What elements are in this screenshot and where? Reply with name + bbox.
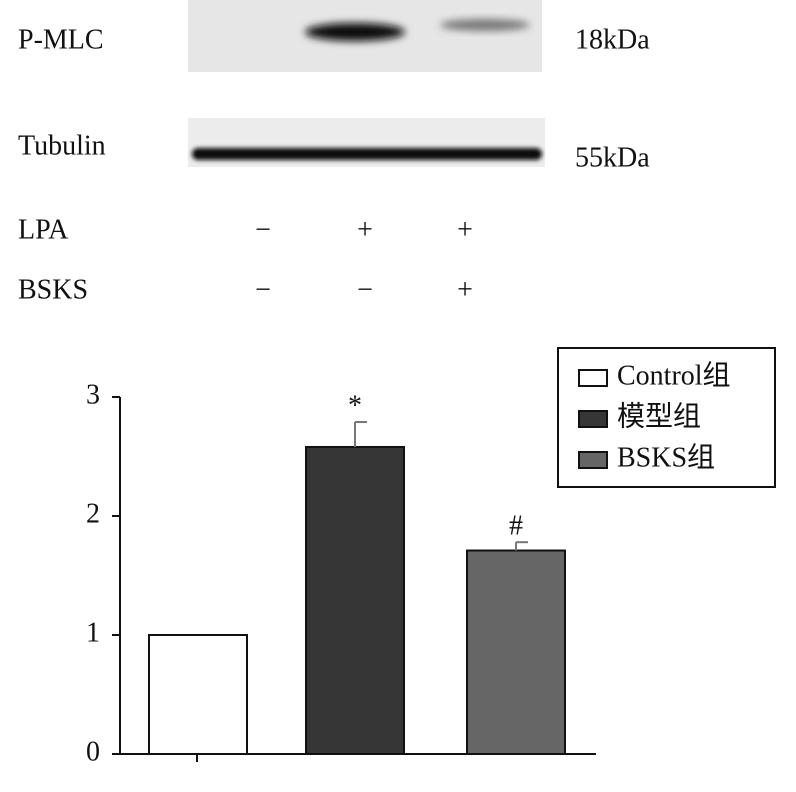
y-tick-label: 2 (86, 498, 100, 529)
condition-label: BSKS (18, 274, 88, 305)
blot-image (188, 0, 545, 167)
significance-mark: # (509, 511, 523, 542)
y-tick-label: 3 (86, 379, 100, 410)
condition-sign: − (255, 214, 271, 245)
y-tick-label: 1 (86, 617, 100, 648)
legend-swatch (578, 410, 608, 428)
legend-swatch (578, 451, 608, 469)
row-label: P-MLC (18, 24, 104, 55)
condition-label: LPA (18, 214, 69, 245)
bar (148, 634, 248, 755)
condition-sign: + (457, 274, 473, 305)
row-label: Tubulin (18, 130, 106, 161)
legend-label: BSKS组 (617, 441, 715, 473)
y-tick-label: 0 (86, 736, 100, 767)
condition-sign: − (255, 274, 271, 305)
significance-mark: * (348, 390, 362, 421)
row-size: 18kDa (575, 24, 650, 55)
bar (305, 445, 405, 755)
condition-sign: + (357, 214, 373, 245)
legend-label: Control组 (617, 359, 731, 391)
bar (466, 549, 566, 756)
legend-swatch (578, 369, 608, 387)
condition-sign: − (357, 274, 373, 305)
condition-sign: + (457, 214, 473, 245)
row-size: 55kDa (575, 142, 650, 173)
legend-label: 模型组 (617, 400, 701, 432)
